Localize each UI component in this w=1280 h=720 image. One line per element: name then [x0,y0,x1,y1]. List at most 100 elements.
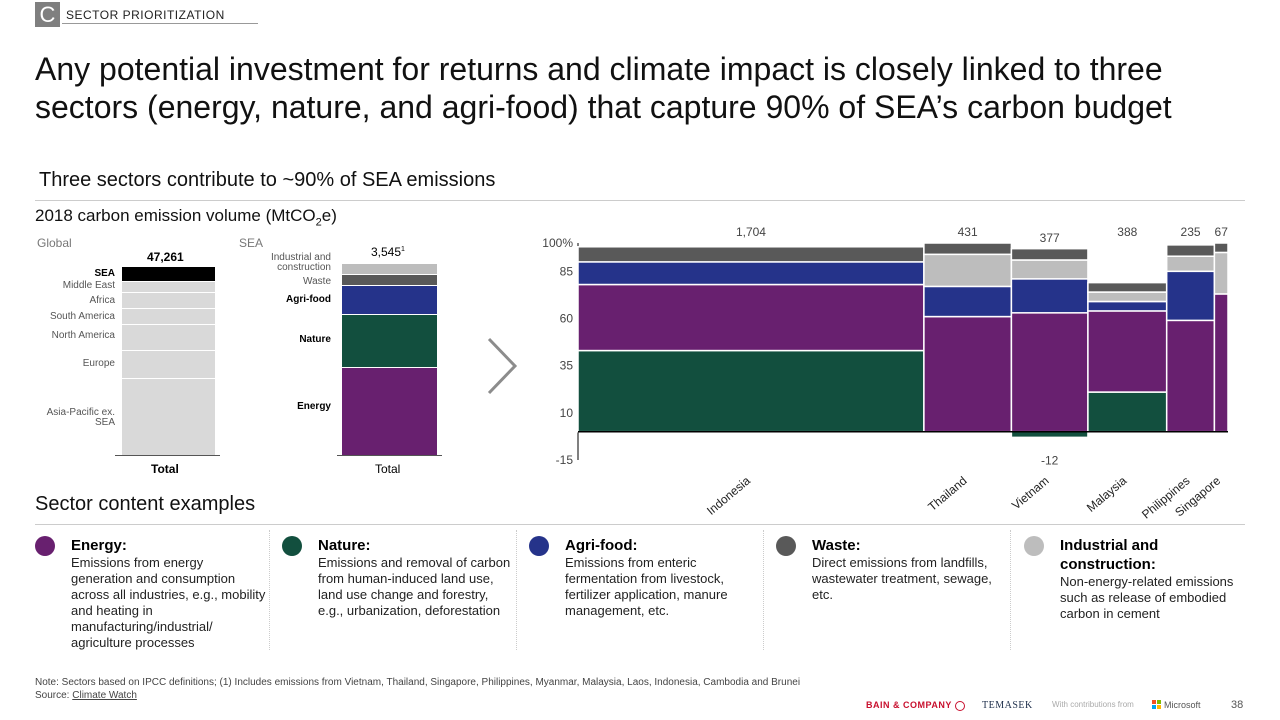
bar-segment-europe [122,351,215,378]
mekko-segment-waste [1010,247,1089,261]
card-title: Agri-food: [565,537,638,554]
mekko-segment-waste [1165,244,1216,257]
y-tick-label: -15 [556,453,574,467]
mekko-segment-agri-food [577,261,925,286]
segment-label-industrial: Industrial and construction [270,252,331,273]
segment-label-south-america: South America [49,311,115,322]
bar-segment-africa [122,293,215,308]
segment-label-agrifood: Agri-food [286,294,331,305]
mekko-segment-energy [1165,319,1216,433]
bain-logo: BAIN & COMPANY [866,700,965,711]
mekko-segment-nature [577,349,925,433]
y-tick-label: 10 [560,406,574,420]
page-headline: Any potential investment for returns and… [35,51,1172,125]
column-width-label: 67 [1215,225,1229,239]
mekko-segment-waste [577,246,925,263]
segment-label-north-america: North America [51,330,115,341]
bar-segment-middle-east [122,282,215,292]
chevron-right-icon [487,337,518,395]
card-description: Emissions and removal of carbon from hum… [318,555,511,618]
y-tick-label: 100% [542,236,573,250]
card-title: Waste: [812,537,861,554]
agrifood-dot-icon [529,536,549,556]
bar-segment-north-america [122,325,215,350]
examples-title: Sector content examples [35,493,256,515]
category-label: Indonesia [704,473,753,517]
mekko-segment-energy [577,283,925,352]
segment-label-africa: Africa [89,295,115,306]
bar-segment-asia-pacific [122,379,215,455]
segment-label-europe: Europe [82,358,115,369]
mekko-segment-waste [1213,242,1229,254]
card-description: Emissions from energy generation and con… [71,555,266,650]
mekko-segment-agri-food [923,285,1013,318]
mekko-segment-industrial-and-construction [1087,291,1168,303]
y-tick-label: 35 [560,359,574,373]
mekko-segment-energy [1087,310,1168,393]
section-divider [62,23,258,24]
section-subtitle: Three sectors contribute to ~90% of SEA … [39,169,496,191]
source-link[interactable]: Climate Watch [72,690,137,701]
column-width-label: 377 [1040,231,1060,245]
page-number: 38 [1231,699,1244,711]
category-label: Malaysia [1084,473,1130,514]
energy-dot-icon [35,536,55,556]
sea-header: SEA [239,236,264,250]
chart-title: 2018 carbon emission volume (MtCO2e) [35,206,337,229]
mekko-segment-waste [1087,281,1168,293]
mekko-segment-industrial-and-construction [1213,251,1229,295]
category-label: Vietnam [1009,474,1052,513]
mekko-segment-nature [1010,430,1089,439]
waste-dot-icon [776,536,796,556]
card-description: Emissions from enteric fermentation from… [565,555,728,618]
section-label: SECTOR PRIORITIZATION [66,8,225,22]
bar-segment-nature [342,315,437,367]
contrib-text: With contributions from [1052,700,1134,709]
industrial-dot-icon [1024,536,1044,556]
footnote: Note: Sectors based on IPCC definitions;… [35,677,801,701]
bar-segment-energy [342,368,437,455]
mekko-segment-industrial-and-construction [1165,255,1216,273]
global-total-label: 47,261 [147,250,184,264]
column-width-label: 388 [1117,225,1137,239]
card-title: Energy: [71,537,127,554]
mekko-segment-agri-food [1165,270,1216,322]
mekko-segment-agri-food [1087,300,1168,312]
bar-segment-industrial [342,264,437,274]
global-header: Global [37,236,72,250]
segment-label-waste: Waste [303,276,331,287]
section-letter-badge: C [35,2,60,27]
axis-line [115,455,220,456]
sea-axis-label: Total [375,462,401,476]
card-separator [516,530,518,650]
segment-label-sea: SEA [94,268,115,279]
mekko-segment-energy [923,315,1013,433]
country-marimekko-chart: 100% 85 60 35 10 -15 1,704 Indonesia 431 Thailand… [542,225,1229,520]
mekko-segment-waste [923,242,1013,256]
column-width-label: 431 [958,225,978,239]
mekko-segment-industrial-and-construction [1010,259,1089,280]
divider [35,200,1245,201]
card-separator [1010,530,1012,650]
card-description: Non-energy-related emissions such as rel… [1060,574,1234,621]
mekko-segment-industrial-and-construction [923,253,1013,288]
card-separator [763,530,765,650]
mekko-segment-nature [1087,391,1168,433]
card-separator [269,530,271,650]
column-width-label: 235 [1181,225,1201,239]
mekko-segment-energy [1010,312,1089,433]
segment-label-energy: Energy [297,401,331,412]
segment-label-asia-pacific: Asia-Pacific ex. SEA [46,407,115,428]
bar-segment-waste [342,275,437,285]
divider [35,524,1245,525]
mekko-segment-energy [1213,293,1229,433]
category-label: Thailand [925,474,969,514]
card-title: Nature: [318,537,371,554]
card-title: Industrial and construction: [1060,537,1159,573]
nature-dot-icon [282,536,302,556]
column-width-label: 1,704 [736,225,766,239]
segment-label-nature: Nature [299,334,331,345]
temasek-logo: TEMASEK [982,700,1033,711]
data-label: -12 [1041,453,1059,467]
y-tick-label: 60 [560,311,574,325]
